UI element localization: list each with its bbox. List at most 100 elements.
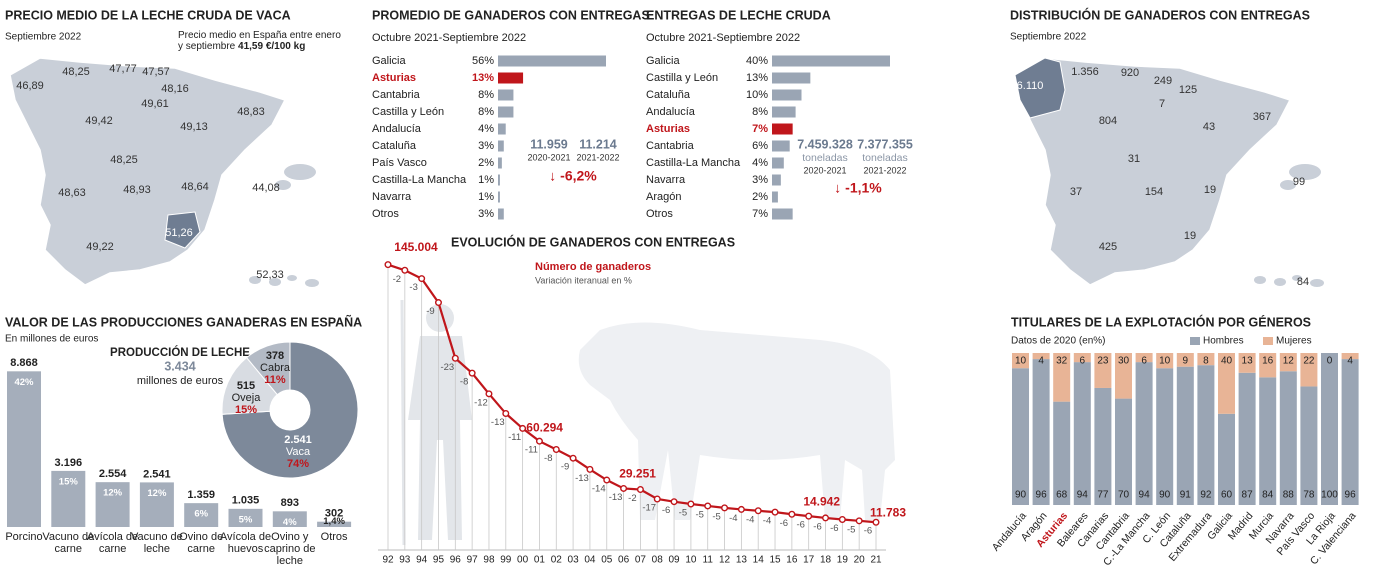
value-label: 1.035 <box>232 495 260 507</box>
value-label: 0 <box>1327 356 1333 367</box>
share-label: 15% <box>235 404 257 416</box>
value-label: 10 <box>1159 356 1171 367</box>
change-label: -14 <box>592 484 606 495</box>
value-label: 1% <box>478 191 494 203</box>
map-label: 125 <box>1179 84 1197 96</box>
map-label: 920 <box>1121 67 1139 79</box>
note-text: Precio medio en España entre enero y sep… <box>178 30 341 52</box>
category-label: Navarra <box>372 191 412 203</box>
change-label: -5 <box>712 511 720 522</box>
map-label: 84 <box>1297 276 1309 288</box>
point <box>653 495 661 503</box>
legend-label: Número de ganaderos <box>535 261 651 273</box>
comparison-value: 11.214 <box>579 137 617 151</box>
bar-segment <box>1053 401 1071 505</box>
legend-label: Hombres <box>1203 336 1244 347</box>
comparison-period: 2021-2022 <box>576 152 619 162</box>
x-tick-label: 05 <box>601 555 613 566</box>
value-label: 78 <box>1303 490 1315 501</box>
value-label: 60 <box>1221 490 1233 501</box>
value-label: 4 <box>1038 356 1044 367</box>
category-label: Ovino de carne <box>179 531 224 555</box>
value-label: 2% <box>752 191 768 203</box>
farmer-silhouette <box>400 299 472 546</box>
map-island <box>305 279 319 287</box>
map-label: 52,33 <box>256 269 284 281</box>
value-label: 100 <box>1321 490 1338 501</box>
map-label: 249 <box>1154 75 1172 87</box>
value-label: 10 <box>1015 356 1027 367</box>
map-label: 7 <box>1159 98 1165 110</box>
map-label: 6.110 <box>1017 80 1044 92</box>
value-label: 2% <box>478 157 494 169</box>
map-subtitle: Septiembre 2022 <box>5 32 82 43</box>
value-label: 6% <box>752 140 768 152</box>
bar-segment <box>1197 365 1215 505</box>
category-label: Castilla y León <box>646 72 718 84</box>
value-label: 90 <box>1015 490 1027 501</box>
bar <box>772 123 793 135</box>
bar <box>317 521 352 527</box>
value-label: 378 <box>266 350 284 362</box>
map-island <box>1254 276 1266 284</box>
map-island <box>269 278 281 286</box>
category-label: Oveja <box>232 392 262 404</box>
value-label: 11.783 <box>870 505 906 519</box>
x-tick-label: 14 <box>753 555 765 566</box>
value-label: 9 <box>1183 356 1189 367</box>
bar <box>772 72 811 84</box>
value-label: 7% <box>752 208 768 220</box>
value-label: 96 <box>1036 490 1048 501</box>
value-label: 23 <box>1097 356 1109 367</box>
share-label: 6% <box>194 509 208 520</box>
bar <box>498 72 524 84</box>
point <box>754 507 762 515</box>
comparison-value: 11.959 <box>530 137 568 151</box>
category-label: Galicia <box>646 55 681 67</box>
change-label: -4 <box>763 516 771 527</box>
bar <box>772 174 781 186</box>
x-tick-label: 11 <box>703 555 714 566</box>
share-label: 12% <box>103 488 123 499</box>
map-highlight-region <box>164 211 201 249</box>
map-island <box>284 164 316 180</box>
comparison-value: 7.377.355 <box>857 137 913 151</box>
value-label: 8% <box>752 106 768 118</box>
value-label: 4% <box>752 157 768 169</box>
bar-segment <box>1197 353 1215 366</box>
share-label: 4% <box>283 517 297 528</box>
value-label: 6 <box>1080 356 1086 367</box>
chart-title: TITULARES DE LA EXPLOTACIÓN POR GÉNEROS <box>1011 314 1311 329</box>
x-tick-label: 96 <box>450 555 462 566</box>
x-tick-label: 03 <box>568 555 580 566</box>
map-label: 44,08 <box>252 182 280 194</box>
bar <box>772 55 890 67</box>
chart-title: PROMEDIO DE GANADEROS CON ENTREGAS <box>372 8 650 22</box>
value-label: 56% <box>472 55 494 67</box>
map-mainland <box>1014 57 1292 286</box>
category-label: Navarra <box>646 174 686 186</box>
bar-segment <box>1012 353 1029 369</box>
change-label: -9 <box>561 462 569 473</box>
bar-segment <box>1115 398 1132 505</box>
point <box>687 500 695 508</box>
category-label: Otros <box>372 208 399 220</box>
category-label: Cantabria <box>646 140 695 152</box>
category-label: Vacuno de carne <box>42 531 95 555</box>
chart-subtitle: Datos de 2020 (en%) <box>1011 336 1106 347</box>
bar <box>772 191 778 203</box>
value-label: 8% <box>478 89 494 101</box>
chart-title: EVOLUCIÓN DE GANADEROS CON ENTREGAS <box>451 234 735 249</box>
value-label: 302 <box>325 508 343 520</box>
bar <box>498 174 500 186</box>
map-island <box>1274 278 1286 286</box>
share-label: 11% <box>264 374 286 386</box>
x-tick-label: 17 <box>803 555 815 566</box>
bar-segment <box>1032 359 1050 505</box>
value-label: 3.196 <box>55 457 83 469</box>
chart-title: VALOR DE LAS PRODUCCIONES GANADERAS EN E… <box>5 314 362 329</box>
category-label: Cantabria <box>372 89 421 101</box>
category-label: Ovino y caprino de leche <box>264 531 316 567</box>
comparison-change: ↓ -1,1% <box>834 180 882 196</box>
